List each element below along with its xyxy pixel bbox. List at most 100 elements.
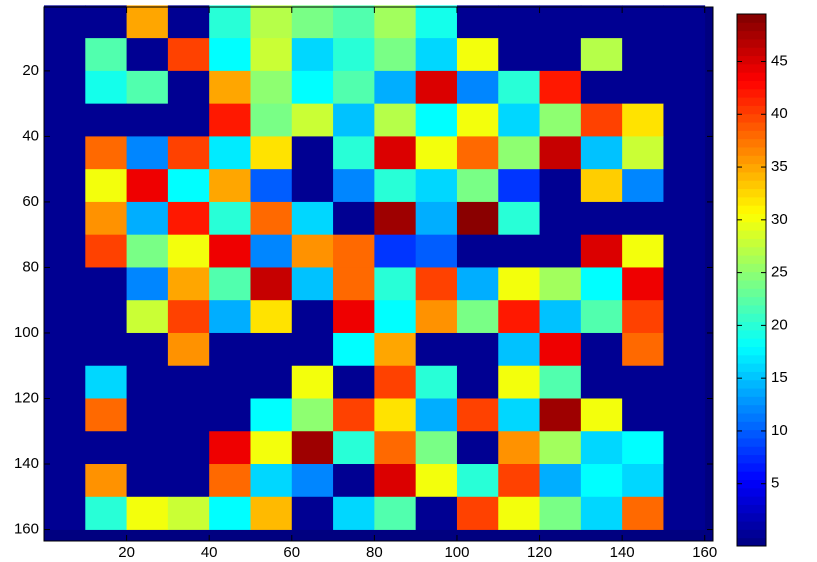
heatmap-cell [85, 464, 127, 498]
heatmap-cell [622, 5, 664, 39]
heatmap-cell [374, 267, 417, 301]
heatmap-cell [498, 103, 540, 137]
colorbar-segment [737, 80, 766, 90]
heatmap-cell [498, 398, 540, 432]
heatmap-cell [44, 267, 86, 301]
heatmap-cell [333, 464, 375, 498]
heatmap-cell [333, 365, 375, 399]
heatmap-cell [663, 38, 706, 72]
heatmap-cell [539, 136, 582, 170]
heatmap-cell [167, 169, 210, 203]
heatmap-cell [456, 300, 499, 334]
heatmap-cell [663, 398, 706, 432]
heatmap-cell [167, 332, 210, 367]
heatmap-cell [85, 70, 127, 105]
colorbar-segment [737, 529, 766, 539]
colorbar-segment [737, 338, 766, 347]
heatmap-cell [663, 70, 706, 105]
heatmap-cell [374, 398, 417, 432]
heatmap-cell [85, 332, 127, 367]
heatmap-cell [539, 496, 582, 530]
heatmap-cell [291, 169, 334, 203]
heatmap-cell [250, 464, 293, 498]
heatmap-cell [209, 267, 251, 301]
heatmap-cell [44, 398, 86, 432]
heatmap-cell [456, 431, 499, 465]
heatmap-cell [333, 431, 375, 465]
colorbar-tick-label: 10 [771, 422, 788, 439]
heatmap-cell [333, 496, 375, 530]
heatmap-cell [498, 38, 540, 72]
heatmap-cell [580, 398, 623, 432]
heatmap-cell [415, 70, 458, 105]
heatmap-cell [580, 201, 623, 236]
heatmap-cell [580, 431, 623, 465]
heatmap-cell [539, 70, 582, 105]
heatmap-cell [580, 496, 623, 530]
y-tick-label: 120 [14, 389, 39, 406]
heatmap-cell [291, 234, 334, 268]
colorbar-segment [737, 371, 766, 381]
heatmap-cell [456, 136, 499, 170]
heatmap-cell [580, 300, 623, 334]
colorbar-segment [737, 437, 766, 447]
heatmap-cell [250, 234, 293, 268]
heatmap-cell [622, 201, 664, 236]
colorbar-segment [737, 487, 766, 497]
colorbar-segment [737, 38, 766, 48]
colorbar-segment [737, 413, 766, 422]
colorbar-segment [737, 113, 766, 123]
colorbar-segment [737, 388, 766, 397]
heatmap-cell [622, 398, 664, 432]
heatmap-cell [333, 70, 375, 105]
heatmap-cell [126, 300, 169, 334]
heatmap-cell [415, 201, 458, 236]
y-tick-label: 60 [22, 193, 39, 210]
heatmap-cell [250, 300, 293, 334]
heatmap-cell [126, 464, 169, 498]
heatmap-cell [622, 464, 664, 498]
x-tick-label: 100 [444, 544, 469, 561]
heatmap-cell [44, 201, 86, 236]
colorbar-segment [737, 14, 766, 23]
colorbar-segment [737, 263, 766, 273]
heatmap-cell [333, 234, 375, 268]
heatmap-cell [456, 398, 499, 432]
heatmap-cell [44, 234, 86, 268]
heatmap-cell [85, 5, 127, 39]
heatmap-cell [250, 169, 293, 203]
heatmap-cell [374, 136, 417, 170]
heatmap-cell [622, 496, 664, 530]
heatmap-cell [415, 300, 458, 334]
colorbar-segment [737, 72, 766, 81]
heatmap-cell [250, 38, 293, 72]
heatmap-cell [167, 300, 210, 334]
heatmap-cell [374, 103, 417, 137]
heatmap-cell [415, 431, 458, 465]
heatmap-cell [333, 300, 375, 334]
heatmap-cell [126, 267, 169, 301]
heatmap-cell [663, 103, 706, 137]
heatmap-cell [250, 398, 293, 432]
heatmap-cell [622, 103, 664, 137]
heatmap-cell [456, 234, 499, 268]
colorbar-segment [737, 537, 766, 547]
heatmap-cell [663, 267, 706, 301]
heatmap-cell [580, 70, 623, 105]
heatmap-cell [85, 431, 127, 465]
heatmap-cell [44, 136, 86, 170]
heatmap-cell [291, 5, 334, 39]
heatmap-cell [498, 234, 540, 268]
heatmap-cell [250, 201, 293, 236]
heatmap-cell [374, 38, 417, 72]
colorbar-segment [737, 496, 766, 505]
colorbar-segment [737, 454, 766, 464]
heatmap-cell [622, 431, 664, 465]
heatmap-cell [456, 332, 499, 367]
heatmap-cell [539, 267, 582, 301]
heatmap-cell [126, 70, 169, 105]
colorbar-segment [737, 30, 766, 40]
heatmap-cell [44, 300, 86, 334]
x-tick-label: 160 [692, 544, 717, 561]
heatmap-cell [374, 464, 417, 498]
